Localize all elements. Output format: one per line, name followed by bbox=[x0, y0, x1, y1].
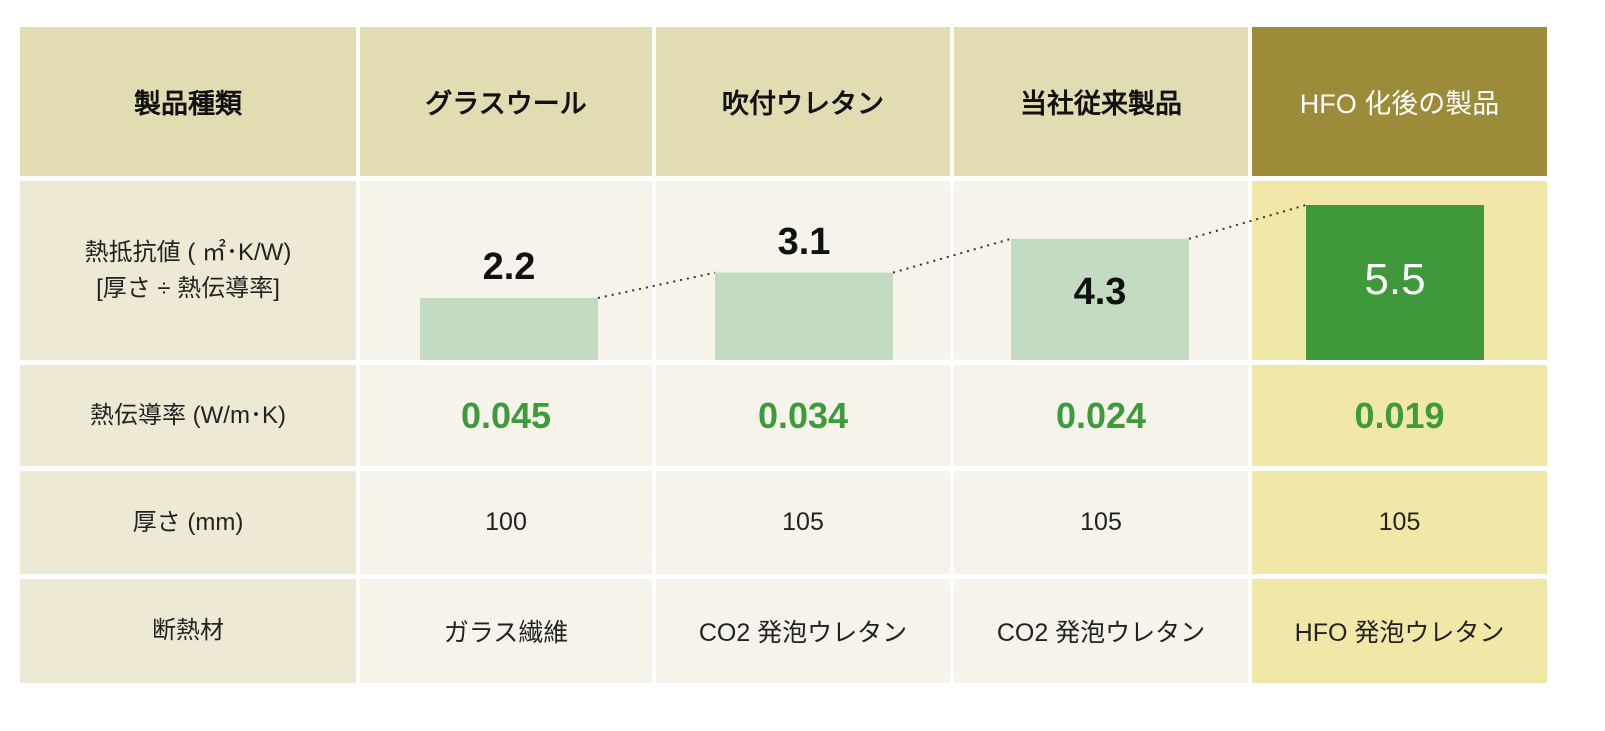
thickness-value: 105 bbox=[656, 471, 950, 574]
header-label: HFO 化後の製品 bbox=[1299, 89, 1500, 119]
row-label-line: 熱抵抗値 ( ㎡･K/W) bbox=[84, 238, 292, 266]
row-label-line: [厚さ ÷ 熱伝導率] bbox=[96, 274, 280, 302]
header-label: グラスウール bbox=[425, 89, 587, 119]
conductivity-text: 0.034 bbox=[757, 394, 849, 436]
conductivity-text: 0.045 bbox=[460, 394, 552, 436]
material-value: ガラス繊維 bbox=[360, 579, 652, 683]
row-label-text: 断熱材 bbox=[152, 617, 224, 644]
header-conventional-product: 当社従来製品 bbox=[954, 27, 1248, 176]
material-text: ガラス繊維 bbox=[443, 619, 569, 647]
header-glass-wool: グラスウール bbox=[360, 27, 652, 176]
conductivity-value: 0.024 bbox=[954, 365, 1248, 466]
thickness-value: 105 bbox=[954, 471, 1248, 574]
resistance-cell bbox=[656, 181, 950, 360]
conductivity-value: 0.045 bbox=[360, 365, 652, 466]
material-value: CO2 発泡ウレタン bbox=[656, 579, 950, 683]
row-label-thermal-conductivity: 熱伝導率 (W/m･K) bbox=[20, 365, 356, 466]
bar-value-label: 4.3 bbox=[1073, 271, 1127, 314]
thickness-text: 100 bbox=[485, 508, 527, 536]
bar-value-label: 5.5 bbox=[1364, 254, 1426, 304]
bar-value-label: 2.2 bbox=[482, 246, 536, 288]
row-label-insulation-material: 断熱材 bbox=[20, 579, 356, 683]
conductivity-text: 0.024 bbox=[1055, 394, 1147, 436]
material-text: HFO 発泡ウレタン bbox=[1294, 619, 1505, 647]
thickness-text: 105 bbox=[782, 508, 824, 536]
thickness-value: 100 bbox=[360, 471, 652, 574]
bar-value-label: 3.1 bbox=[777, 220, 831, 263]
conductivity-text: 0.019 bbox=[1354, 394, 1445, 436]
row-label-thermal-resistance: 熱抵抗値 ( ㎡･K/W) [厚さ ÷ 熱伝導率] bbox=[20, 181, 356, 360]
thickness-value: 105 bbox=[1252, 471, 1547, 574]
header-label: 吹付ウレタン bbox=[722, 89, 884, 119]
thickness-text: 105 bbox=[1378, 508, 1421, 536]
material-value: CO2 発泡ウレタン bbox=[954, 579, 1248, 683]
conductivity-value: 0.034 bbox=[656, 365, 950, 466]
header-label: 製品種類 bbox=[134, 89, 242, 119]
row-label-text: 熱伝導率 (W/m･K) bbox=[90, 401, 286, 429]
header-hfo-product: HFO 化後の製品 bbox=[1252, 27, 1547, 176]
header-label: 当社従来製品 bbox=[1020, 89, 1182, 119]
material-text: CO2 発泡ウレタン bbox=[996, 619, 1206, 647]
header-spray-urethane: 吹付ウレタン bbox=[656, 27, 950, 176]
row-label-text: 厚さ (mm) bbox=[132, 508, 244, 536]
conductivity-value: 0.019 bbox=[1252, 365, 1547, 466]
material-value: HFO 発泡ウレタン bbox=[1252, 579, 1547, 683]
material-text: CO2 発泡ウレタン bbox=[698, 619, 908, 647]
row-label-thickness: 厚さ (mm) bbox=[20, 471, 356, 574]
header-product-type: 製品種類 bbox=[20, 27, 356, 176]
thickness-text: 105 bbox=[1080, 508, 1122, 536]
